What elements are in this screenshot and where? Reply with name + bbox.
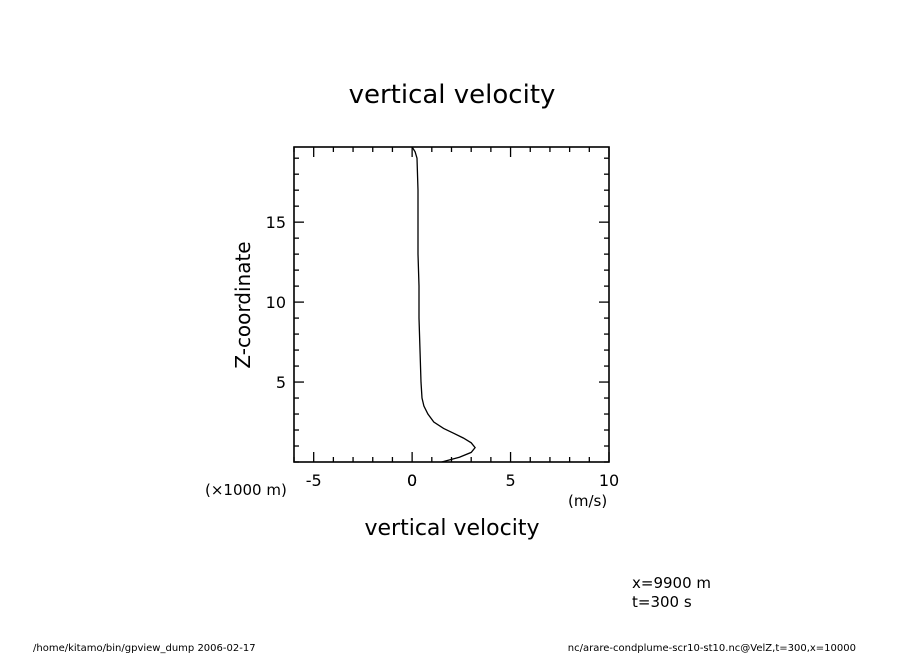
x-tick-label: 0 bbox=[407, 471, 417, 490]
chart-title: vertical velocity bbox=[349, 80, 556, 110]
series-line bbox=[411, 146, 476, 463]
y-tick-label: 15 bbox=[266, 213, 286, 232]
x-tick-label: 5 bbox=[505, 471, 515, 490]
x-tick-label: 10 bbox=[599, 471, 619, 490]
x-tick-label: -5 bbox=[306, 471, 322, 490]
info-line-x: x=9900 m bbox=[632, 574, 711, 592]
footer-right: nc/arare-condplume-scr10-st10.nc@VelZ,t=… bbox=[568, 643, 856, 654]
axis-ticks bbox=[293, 147, 610, 463]
y-tick-label: 10 bbox=[266, 293, 286, 312]
y-tick-label: 5 bbox=[276, 373, 286, 392]
x-axis-label: vertical velocity bbox=[364, 516, 539, 541]
x-tick-label-zero: 0 bbox=[407, 471, 417, 490]
info-line-t: t=300 s bbox=[632, 593, 692, 611]
y-axis-label: Z-coordinate bbox=[231, 241, 255, 368]
plot-frame bbox=[293, 146, 610, 463]
x-axis-units: (m/s) bbox=[568, 492, 607, 510]
y-axis-units: (×1000 m) bbox=[205, 481, 287, 499]
footer-left: /home/kitamo/bin/gpview_dump 2006-02-17 bbox=[33, 643, 256, 654]
